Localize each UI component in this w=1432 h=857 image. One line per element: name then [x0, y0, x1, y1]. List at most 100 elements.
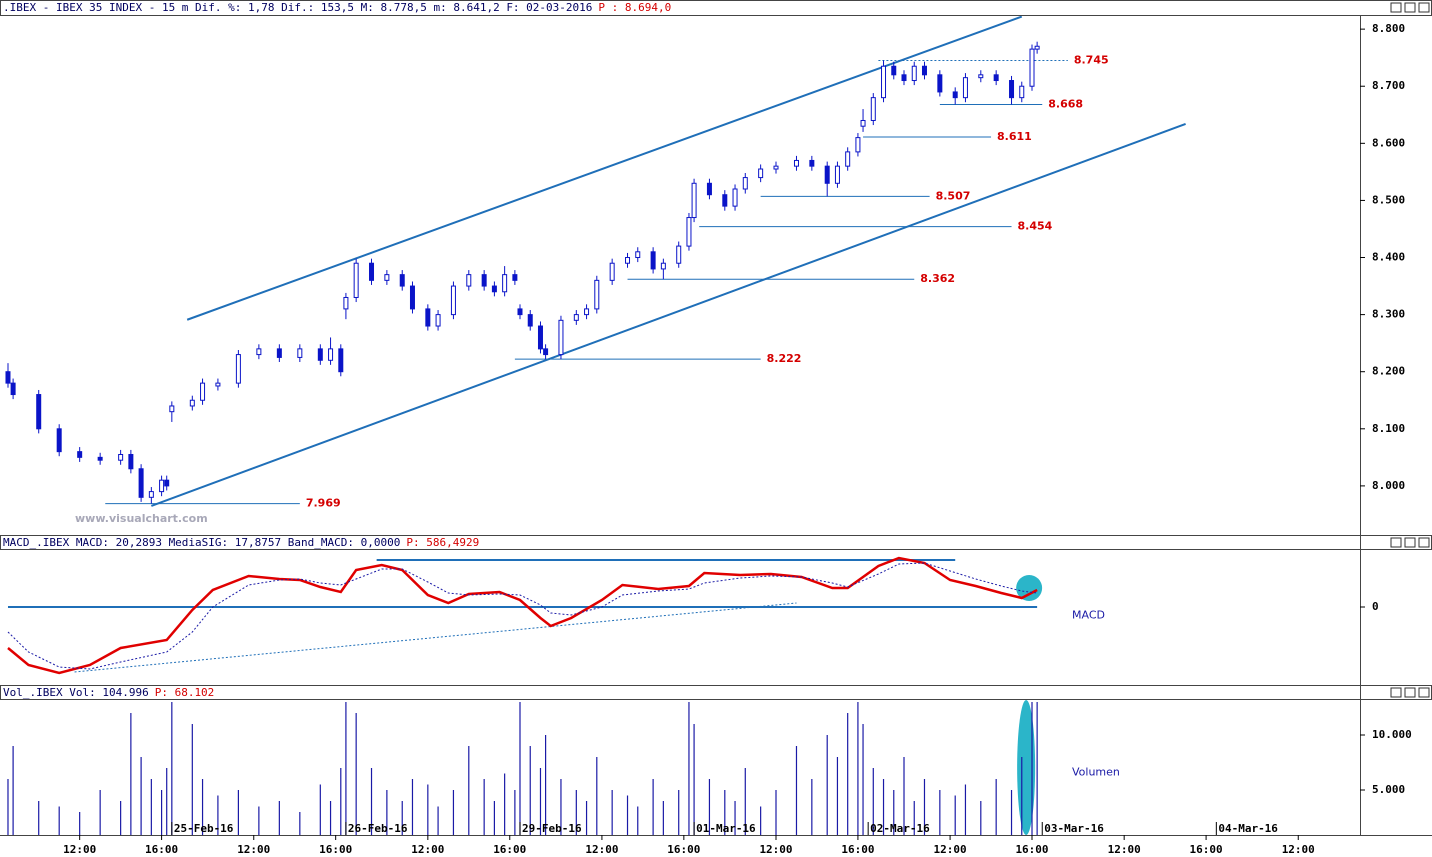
- close-button[interactable]: [1418, 2, 1430, 13]
- candle-body: [543, 348, 549, 356]
- candle-body: [911, 65, 917, 82]
- date-label: 03-Mar-16: [1044, 822, 1104, 835]
- candle-body: [855, 137, 861, 153]
- maximize-button[interactable]: [1404, 687, 1416, 698]
- x-tick-label: 16:00: [493, 843, 526, 856]
- candle-body: [148, 491, 154, 498]
- candle-body: [962, 77, 968, 99]
- plot-area: [7, 556, 1043, 675]
- highlight-circle: [1016, 575, 1043, 601]
- candle-body: [758, 168, 764, 179]
- date-label: 02-Mar-16: [870, 822, 930, 835]
- candle-body: [77, 451, 83, 458]
- series-line: [7, 562, 1038, 670]
- x-tick-label: 12:00: [63, 843, 96, 856]
- candle-body: [481, 274, 487, 287]
- x-tick-label: 16:00: [1190, 843, 1223, 856]
- candle-body: [164, 479, 170, 487]
- candle-body: [834, 165, 840, 184]
- candle-body: [937, 74, 943, 93]
- candle-body: [317, 348, 323, 361]
- candle-body: [491, 285, 497, 293]
- candle-body: [773, 165, 779, 170]
- candle-body: [409, 285, 415, 310]
- candle-body: [10, 382, 16, 396]
- candle-body: [870, 97, 876, 121]
- last-price: P: 586,4929: [406, 536, 479, 549]
- candle-body: [328, 348, 334, 361]
- watermark: www.visualchart.com: [75, 512, 208, 525]
- level-label: 8.507: [936, 189, 971, 202]
- x-tick-label: 12:00: [934, 843, 967, 856]
- x-tick-label: 16:00: [145, 843, 178, 856]
- x-tick-label: 12:00: [411, 843, 444, 856]
- candle-body: [435, 314, 441, 327]
- candle-body: [517, 308, 523, 316]
- panel: .IBEX - IBEX 35 INDEX - 15 m Dif. %: 1,7…: [3, 1, 1405, 525]
- minimize-button[interactable]: [1390, 2, 1402, 13]
- candle-body: [169, 405, 175, 413]
- candle-body: [609, 262, 615, 281]
- candle-body: [625, 257, 631, 264]
- date-label: 04-Mar-16: [1218, 822, 1278, 835]
- y-tick-label: 8.100: [1372, 422, 1405, 435]
- candle-body: [466, 274, 472, 287]
- minimize-button[interactable]: [1390, 537, 1402, 548]
- candle-body: [97, 456, 103, 461]
- panel-annotation: Volumen: [1072, 766, 1120, 779]
- x-tick-label: 12:00: [585, 843, 618, 856]
- level-label: 8.668: [1048, 97, 1083, 110]
- candle-body: [891, 65, 897, 76]
- candle-body: [36, 394, 42, 430]
- candle-body: [845, 151, 851, 167]
- candle-body: [921, 65, 927, 76]
- candle-body: [691, 182, 697, 219]
- close-button[interactable]: [1418, 687, 1430, 698]
- date-label: 26-Feb-16: [348, 822, 408, 835]
- candle-body: [573, 314, 579, 321]
- candle-body: [297, 348, 303, 358]
- window-buttons[interactable]: [1390, 2, 1430, 698]
- minimize-button[interactable]: [1390, 687, 1402, 698]
- candle-body: [901, 74, 907, 82]
- candle-body: [384, 274, 390, 281]
- level-label: 8.362: [920, 272, 955, 285]
- candle-body: [660, 262, 666, 270]
- candle-body: [512, 274, 518, 281]
- candle-body: [5, 371, 11, 384]
- maximize-button[interactable]: [1404, 2, 1416, 13]
- series-line: [7, 556, 1038, 675]
- level-label: 8.222: [767, 352, 802, 365]
- last-price: P : 8.694,0: [598, 1, 671, 14]
- y-tick-label: 8.500: [1372, 193, 1405, 206]
- panel-header: Vol_.IBEX Vol: 104.996: [3, 686, 149, 699]
- panel-header: MACD_.IBEX MACD: 20,2893 MediaSIG: 17,87…: [3, 536, 400, 549]
- date-label: 25-Feb-16: [174, 822, 234, 835]
- candle-body: [527, 314, 533, 327]
- candle-body: [1029, 48, 1035, 87]
- candle-body: [256, 348, 262, 356]
- y-tick-label: 5.000: [1372, 783, 1405, 796]
- candle-body: [594, 279, 600, 310]
- x-tick-label: 12:00: [237, 843, 270, 856]
- y-tick-label: 8.200: [1372, 365, 1405, 378]
- y-tick-label: 8.800: [1372, 22, 1405, 35]
- candle-body: [978, 74, 984, 79]
- plot-area: [7, 700, 1038, 835]
- y-tick-label: 0: [1372, 600, 1379, 613]
- candle-body: [338, 348, 344, 373]
- candle-body: [56, 428, 62, 453]
- date-label: 29-Feb-16: [522, 822, 582, 835]
- x-tick-label: 16:00: [667, 843, 700, 856]
- candle-body: [276, 348, 282, 358]
- candle-body: [706, 182, 712, 196]
- candle-body: [200, 382, 206, 401]
- candle-body: [159, 479, 165, 493]
- level-label: 7.969: [306, 497, 341, 510]
- x-tick-label: 12:00: [1282, 843, 1315, 856]
- panel-header: .IBEX - IBEX 35 INDEX - 15 m Dif. %: 1,7…: [3, 1, 592, 14]
- maximize-button[interactable]: [1404, 537, 1416, 548]
- close-button[interactable]: [1418, 537, 1430, 548]
